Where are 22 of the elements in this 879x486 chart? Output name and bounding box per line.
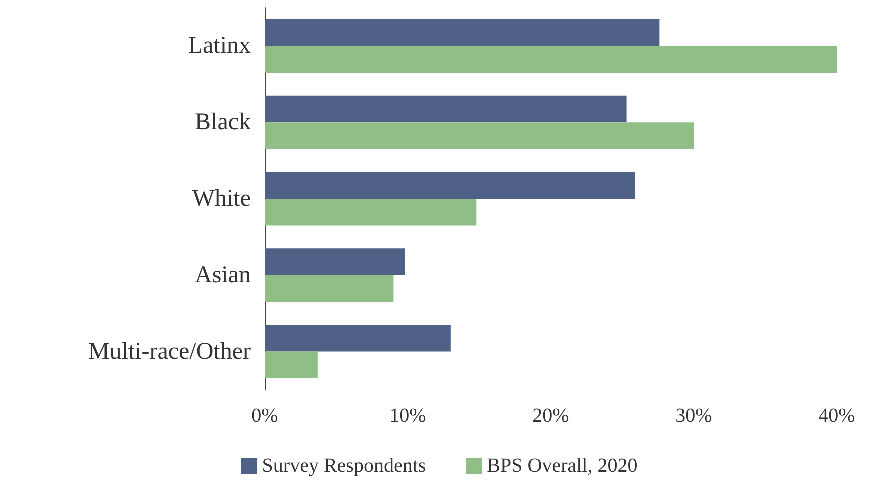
legend-label: BPS Overall, 2020 [487,455,638,477]
x-tick-label: 20% [532,405,570,427]
bar [265,325,451,352]
x-tick-label: 30% [676,405,712,427]
y-tick-label: Black [195,110,251,136]
bar [265,46,837,73]
y-tick-label: Latinx [188,33,251,60]
bar [265,248,406,276]
bar [265,275,394,302]
y-tick-label: White [192,186,251,212]
x-tick-label: 40% [818,405,856,427]
bar [265,352,318,379]
y-tick-label: Asian [195,262,251,288]
legend-label: Survey Respondents [262,455,426,477]
x-tick-label: 0% [252,405,278,427]
x-tick-label: 10% [390,405,426,427]
bar [265,199,477,226]
bar [265,96,627,123]
y-tick-label: Multi-race/Other [88,338,251,365]
bar [265,19,660,46]
bar [265,122,694,150]
bar [265,172,636,199]
